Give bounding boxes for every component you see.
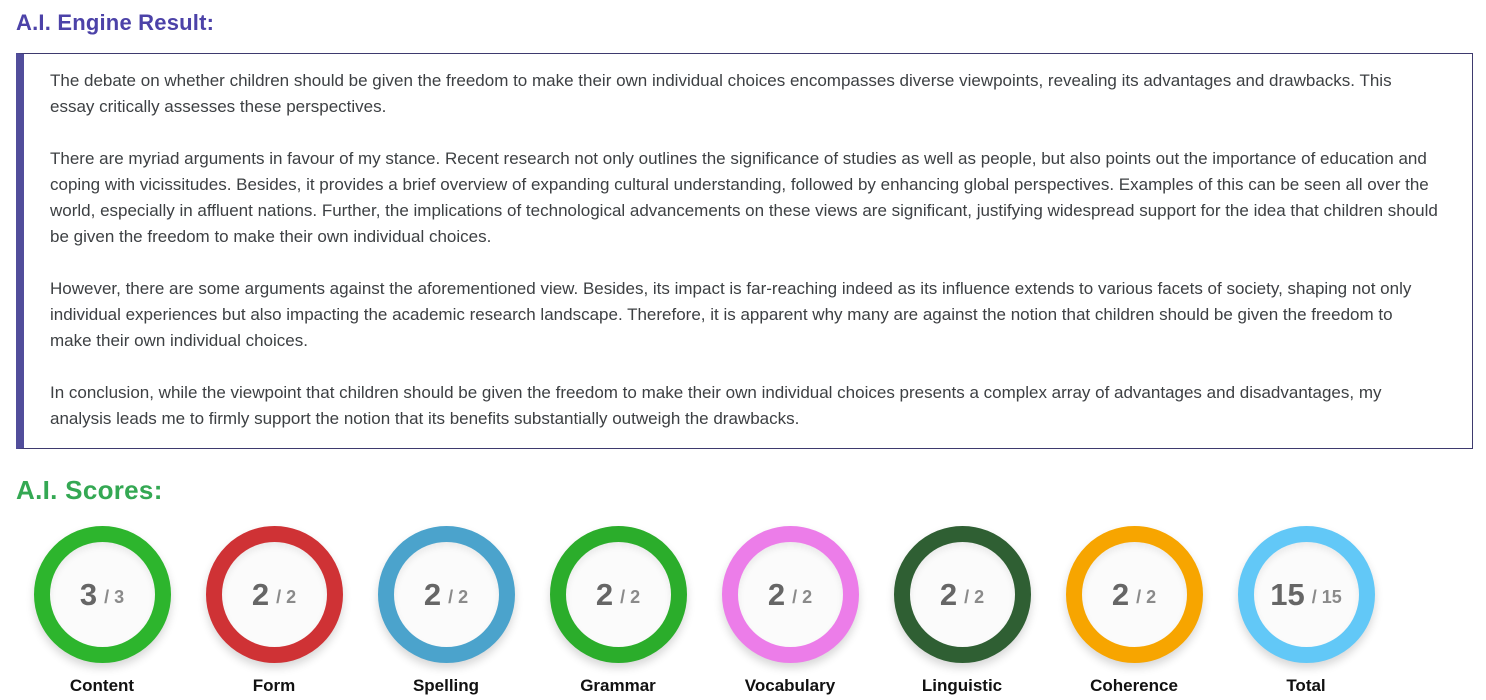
score-max: / 2: [448, 587, 469, 607]
score-ring-content: 3 / 3: [33, 526, 171, 663]
engine-result-heading: A.I. Engine Result:: [16, 10, 215, 35]
score-ring-form: 2 / 2: [205, 526, 343, 663]
score-item-form: 2 / 2 Form: [188, 526, 360, 696]
score-label-vocabulary: Vocabulary: [744, 676, 836, 695]
score-value: 2: [939, 576, 958, 612]
score-max: / 3: [104, 587, 125, 607]
essay-result-box: The debate on whether children should be…: [16, 53, 1473, 449]
score-item-spelling: 2 / 2 Spelling: [360, 526, 532, 696]
essay-paragraph: The debate on whether children should be…: [50, 71, 1392, 116]
score-label-grammar: Grammar: [580, 676, 656, 695]
score-value: 3: [79, 576, 98, 612]
score-ring-linguistic: 2 / 2: [893, 526, 1031, 663]
essay-paragraph: In conclusion, while the viewpoint that …: [50, 383, 1382, 428]
score-label-coherence: Coherence: [1090, 676, 1178, 695]
score-value: 2: [767, 576, 786, 612]
scores-heading: A.I. Scores:: [16, 475, 163, 505]
score-label-spelling: Spelling: [412, 676, 480, 695]
score-value: 2: [423, 576, 442, 612]
essay-paragraph: However, there are some arguments agains…: [50, 279, 1412, 350]
score-value: 2: [595, 576, 614, 612]
score-value: 2: [1111, 576, 1130, 612]
score-item-vocabulary: 2 / 2 Vocabulary: [704, 526, 876, 696]
score-ring-vocabulary: 2 / 2: [721, 526, 859, 663]
score-value: 15: [1270, 576, 1305, 612]
essay-paragraph: There are myriad arguments in favour of …: [50, 149, 1438, 246]
score-max: / 2: [964, 587, 985, 607]
score-item-content: 3 / 3 Content: [16, 526, 188, 696]
score-ring-coherence: 2 / 2: [1065, 526, 1203, 663]
score-item-grammar: 2 / 2 Grammar: [532, 526, 704, 696]
score-item-total: 15 / 15 Total: [1220, 526, 1392, 696]
score-label-content: Content: [69, 676, 135, 695]
score-item-coherence: 2 / 2 Coherence: [1048, 526, 1220, 696]
score-max: / 2: [620, 587, 641, 607]
score-label-linguistic: Linguistic: [921, 676, 1003, 695]
score-ring-grammar: 2 / 2: [549, 526, 687, 663]
score-max: / 15: [1311, 587, 1342, 607]
score-max: / 2: [792, 587, 813, 607]
score-max: / 2: [276, 587, 297, 607]
score-value: 2: [251, 576, 270, 612]
scores-row: 3 / 3 Content 2 / 2 Form 2 / 2 Spelling …: [16, 526, 1472, 696]
score-max: / 2: [1136, 587, 1157, 607]
score-label-form: Form: [252, 676, 296, 695]
score-item-linguistic: 2 / 2 Linguistic: [876, 526, 1048, 696]
score-ring-spelling: 2 / 2: [377, 526, 515, 663]
score-ring-total: 15 / 15: [1237, 526, 1375, 663]
score-label-total: Total: [1286, 676, 1326, 695]
